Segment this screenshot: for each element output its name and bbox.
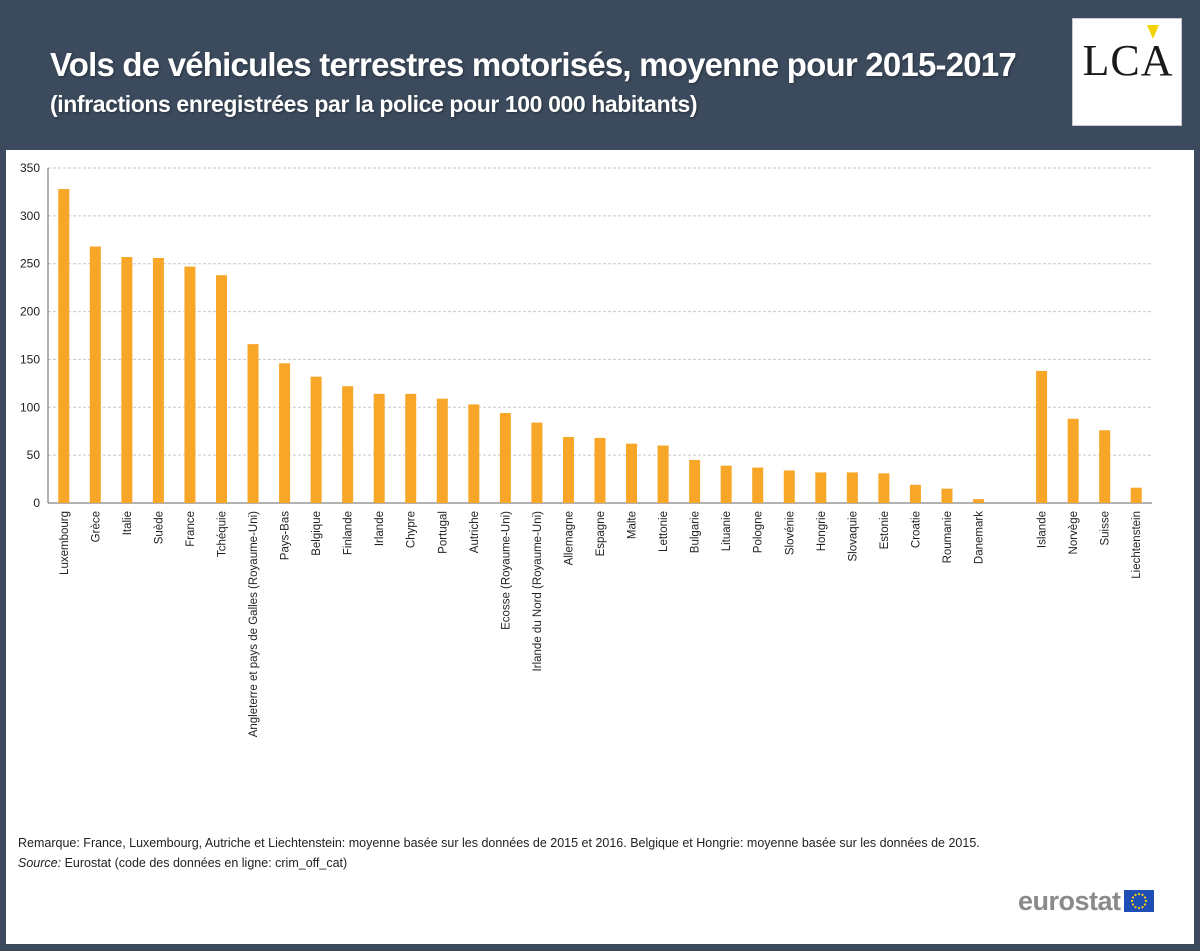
bar bbox=[89, 246, 101, 503]
header: Vols de véhicules terrestres motorisés, … bbox=[0, 0, 1200, 150]
x-tick-label: Angleterre et pays de Galles (Royaume-Un… bbox=[248, 511, 260, 737]
bar bbox=[752, 467, 764, 503]
y-tick-label: 200 bbox=[20, 305, 40, 319]
x-tick-label: Norvège bbox=[1068, 511, 1080, 554]
x-tick-label: Liechtenstein bbox=[1131, 511, 1143, 579]
bar bbox=[1067, 418, 1079, 503]
x-tick-label: Irlande du Nord (Royaume-Uni) bbox=[532, 511, 544, 672]
x-tick-label: Luxembourg bbox=[59, 511, 71, 575]
bar bbox=[657, 445, 669, 503]
y-tick-label: 150 bbox=[20, 352, 40, 366]
x-tick-label: Chypre bbox=[406, 511, 418, 548]
x-tick-label: Portugal bbox=[437, 511, 449, 554]
bar bbox=[405, 393, 417, 503]
bar bbox=[152, 257, 164, 503]
bar-chart: 0 50 100 150 200 250 300 350 Luxembourg Grèce Ital… bbox=[20, 161, 1152, 737]
bar bbox=[1130, 487, 1142, 503]
source-text: Eurostat (code des données en ligne: cri… bbox=[64, 856, 348, 870]
x-tick-label: Autriche bbox=[469, 511, 481, 553]
y-tick-label: 350 bbox=[20, 161, 40, 175]
bar bbox=[594, 437, 606, 503]
bar bbox=[215, 275, 227, 503]
x-tick-label: Islande bbox=[1037, 511, 1049, 548]
bar bbox=[909, 484, 921, 503]
bar bbox=[1099, 430, 1111, 503]
bar bbox=[373, 393, 385, 503]
bar bbox=[247, 344, 259, 503]
x-tick-label: Croatie bbox=[910, 511, 922, 548]
y-tick-label: 300 bbox=[20, 209, 40, 223]
bar bbox=[720, 465, 732, 503]
bar bbox=[878, 473, 890, 503]
bar bbox=[342, 386, 354, 503]
bar bbox=[846, 472, 858, 503]
chart-note: Remarque: France, Luxembourg, Autriche e… bbox=[18, 836, 980, 850]
x-tick-label: Grèce bbox=[90, 511, 102, 542]
bar bbox=[184, 266, 196, 503]
chart-panel: 0 50 100 150 200 250 300 350 Luxembourg Grèce Ital… bbox=[6, 150, 1194, 944]
x-tick-label: Roumanie bbox=[942, 511, 954, 563]
bar bbox=[973, 499, 985, 503]
x-tick-label: Italie bbox=[122, 511, 134, 535]
x-tick-label: Pologne bbox=[753, 511, 765, 553]
x-tick-label: Allemagne bbox=[563, 511, 575, 565]
x-tick-label: Belgique bbox=[311, 511, 323, 556]
bar bbox=[58, 189, 70, 504]
y-tick-label: 50 bbox=[27, 448, 41, 462]
x-tick-label: Estonie bbox=[879, 511, 891, 549]
x-tick-label: Danemark bbox=[974, 511, 986, 564]
x-tick-label: Slovaquie bbox=[847, 511, 859, 562]
x-tick-label: Slovénie bbox=[784, 511, 796, 555]
bar bbox=[689, 459, 701, 503]
x-tick-label: Hongrie bbox=[816, 511, 828, 551]
x-tick-label: Suisse bbox=[1100, 511, 1112, 546]
lca-logo: LCA bbox=[1072, 18, 1182, 126]
x-tick-label: Tchéquie bbox=[216, 511, 228, 557]
bar bbox=[121, 257, 133, 503]
x-tick-label: Ecosse (Royaume-Uni) bbox=[500, 511, 512, 630]
bar bbox=[783, 470, 795, 503]
x-tick-label: Lituanie bbox=[721, 511, 733, 551]
x-tick-label: Finlande bbox=[343, 511, 355, 555]
chart-source: Source: Eurostat (code des données en li… bbox=[18, 856, 347, 870]
x-tick-label: Lettonie bbox=[658, 511, 670, 552]
y-tick-label: 250 bbox=[20, 257, 40, 271]
y-tick-label: 0 bbox=[33, 496, 40, 510]
x-tick-label: Irlande bbox=[374, 511, 386, 546]
bar bbox=[626, 443, 638, 503]
bar bbox=[562, 436, 574, 503]
x-tick-label: France bbox=[185, 511, 197, 547]
x-tick-label: Espagne bbox=[595, 511, 607, 556]
eurostat-logo: eurostat bbox=[1018, 886, 1154, 916]
chart-title: Vols de véhicules terrestres motorisés, … bbox=[50, 46, 1017, 83]
bar bbox=[310, 376, 322, 503]
bar bbox=[436, 398, 448, 503]
bar bbox=[279, 363, 291, 503]
x-tick-label: Pays-Bas bbox=[280, 511, 292, 560]
x-tick-label: Malte bbox=[627, 511, 639, 539]
eurostat-brand: eurostat bbox=[1018, 885, 1121, 916]
x-tick-label: Suède bbox=[153, 511, 165, 544]
x-tick-label: Bulgarie bbox=[690, 511, 702, 553]
bar bbox=[531, 422, 543, 503]
chart-subtitle: (infractions enregistrées par la police … bbox=[50, 91, 698, 117]
bar bbox=[1036, 370, 1048, 503]
lca-logo-text: LCA bbox=[1082, 36, 1174, 85]
bar bbox=[468, 404, 480, 503]
source-label: Source: bbox=[18, 856, 62, 870]
bar bbox=[499, 413, 511, 503]
logo-accent-icon bbox=[1147, 25, 1159, 39]
bar bbox=[941, 488, 953, 503]
bar bbox=[815, 472, 827, 503]
eu-flag-icon bbox=[1123, 890, 1154, 912]
y-tick-label: 100 bbox=[20, 400, 40, 414]
